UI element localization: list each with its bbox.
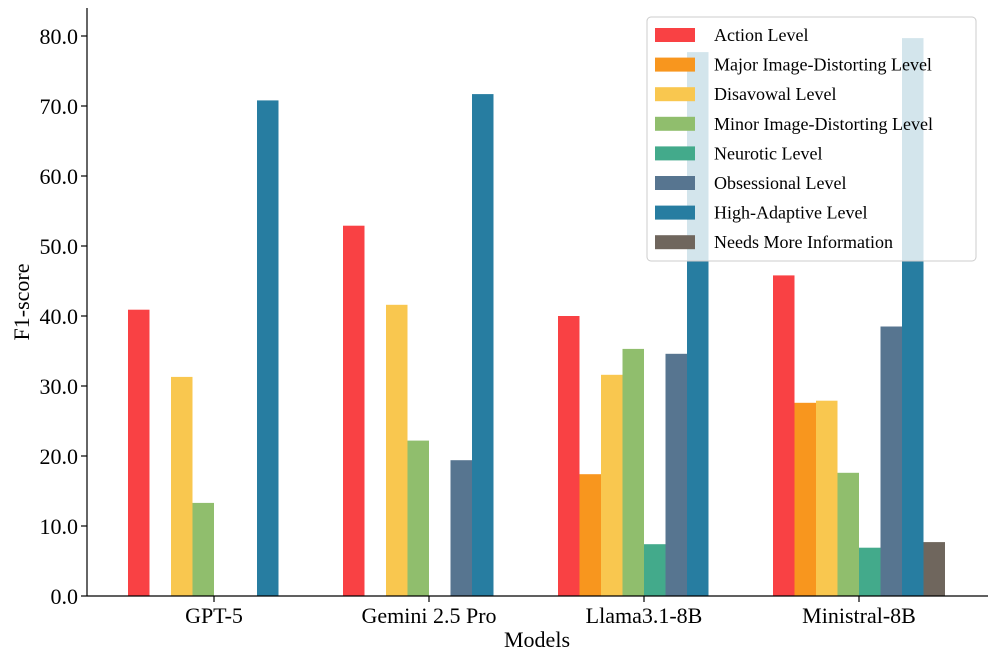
legend-swatch xyxy=(655,205,695,220)
legend-swatch xyxy=(655,176,695,190)
bar-disavowal-level-0 xyxy=(171,376,193,596)
bar-minor-image-distorting-level-3 xyxy=(837,472,859,596)
y-axis-label: F1-score xyxy=(9,264,34,341)
bar-neurotic-level-2 xyxy=(644,544,666,596)
bar-minor-image-distorting-level-0 xyxy=(192,502,214,596)
bar-action-level-2 xyxy=(558,316,580,596)
y-tick-label: 60.0 xyxy=(40,164,79,189)
bar-high-adaptive-level-1 xyxy=(472,94,494,596)
legend-label: Action Level xyxy=(714,25,808,45)
legend-label: Obsessional Level xyxy=(714,173,846,193)
bar-disavowal-level-1 xyxy=(386,304,408,596)
x-axis-label: Models xyxy=(504,627,570,652)
legend-label: Major Image-Distorting Level xyxy=(714,55,932,75)
y-tick-label: 30.0 xyxy=(40,374,79,399)
bar-major-image-distorting-level-2 xyxy=(579,474,601,596)
legend-swatch xyxy=(655,116,695,131)
y-tick-label: 10.0 xyxy=(40,514,79,539)
y-tick-label: 70.0 xyxy=(40,94,79,119)
bar-obsessional-level-1 xyxy=(450,460,472,596)
legend: Action Level Major Image-Distorting Level… xyxy=(646,16,977,262)
x-tick-label: Ministral-8B xyxy=(802,603,916,628)
legend-label: Neurotic Level xyxy=(714,143,822,163)
legend-swatch xyxy=(655,146,695,161)
bar-disavowal-level-2 xyxy=(601,374,623,596)
legend-swatch xyxy=(655,235,695,250)
bar-action-level-1 xyxy=(343,225,365,596)
legend-swatch xyxy=(655,57,695,72)
bar-needs-more-information-3 xyxy=(923,542,945,596)
legend-label: High-Adaptive Level xyxy=(714,203,867,223)
legend-swatch xyxy=(655,28,695,42)
y-tick-label: 50.0 xyxy=(40,234,79,259)
y-tick-label: 80.0 xyxy=(40,24,79,49)
bar-neurotic-level-3 xyxy=(859,547,881,596)
y-tick-label: 20.0 xyxy=(40,444,79,469)
legend-frame xyxy=(646,16,977,262)
bars-layer xyxy=(128,38,945,597)
legend-swatch xyxy=(655,87,695,102)
x-tick-label: Gemini 2.5 Pro xyxy=(361,603,496,628)
bar-major-image-distorting-level-3 xyxy=(794,402,816,596)
x-ticks: GPT-5 Gemini 2.5 Pro Llama3.1-8B Ministral-… xyxy=(185,596,916,628)
bar-disavowal-level-3 xyxy=(816,400,838,596)
legend-label: Minor Image-Distorting Level xyxy=(714,114,933,134)
x-tick-label: Llama3.1-8B xyxy=(586,603,703,628)
bar-action-level-3 xyxy=(773,275,795,596)
bar-minor-image-distorting-level-2 xyxy=(622,348,644,596)
legend-label: Disavowal Level xyxy=(714,84,836,104)
legend-label: Needs More Information xyxy=(714,232,893,252)
x-tick-label: GPT-5 xyxy=(185,603,243,628)
bar-action-level-0 xyxy=(128,309,150,596)
y-tick-label: 0.0 xyxy=(51,584,79,609)
y-tick-label: 40.0 xyxy=(40,304,79,329)
bar-minor-image-distorting-level-1 xyxy=(407,440,429,596)
bar-obsessional-level-3 xyxy=(880,326,902,596)
bar-high-adaptive-level-0 xyxy=(257,100,279,597)
bar-obsessional-level-2 xyxy=(665,353,687,596)
y-ticks: 0.0 10.0 20.0 30.0 40.0 50.0 60.0 70.0 80.0 xyxy=(40,24,87,609)
